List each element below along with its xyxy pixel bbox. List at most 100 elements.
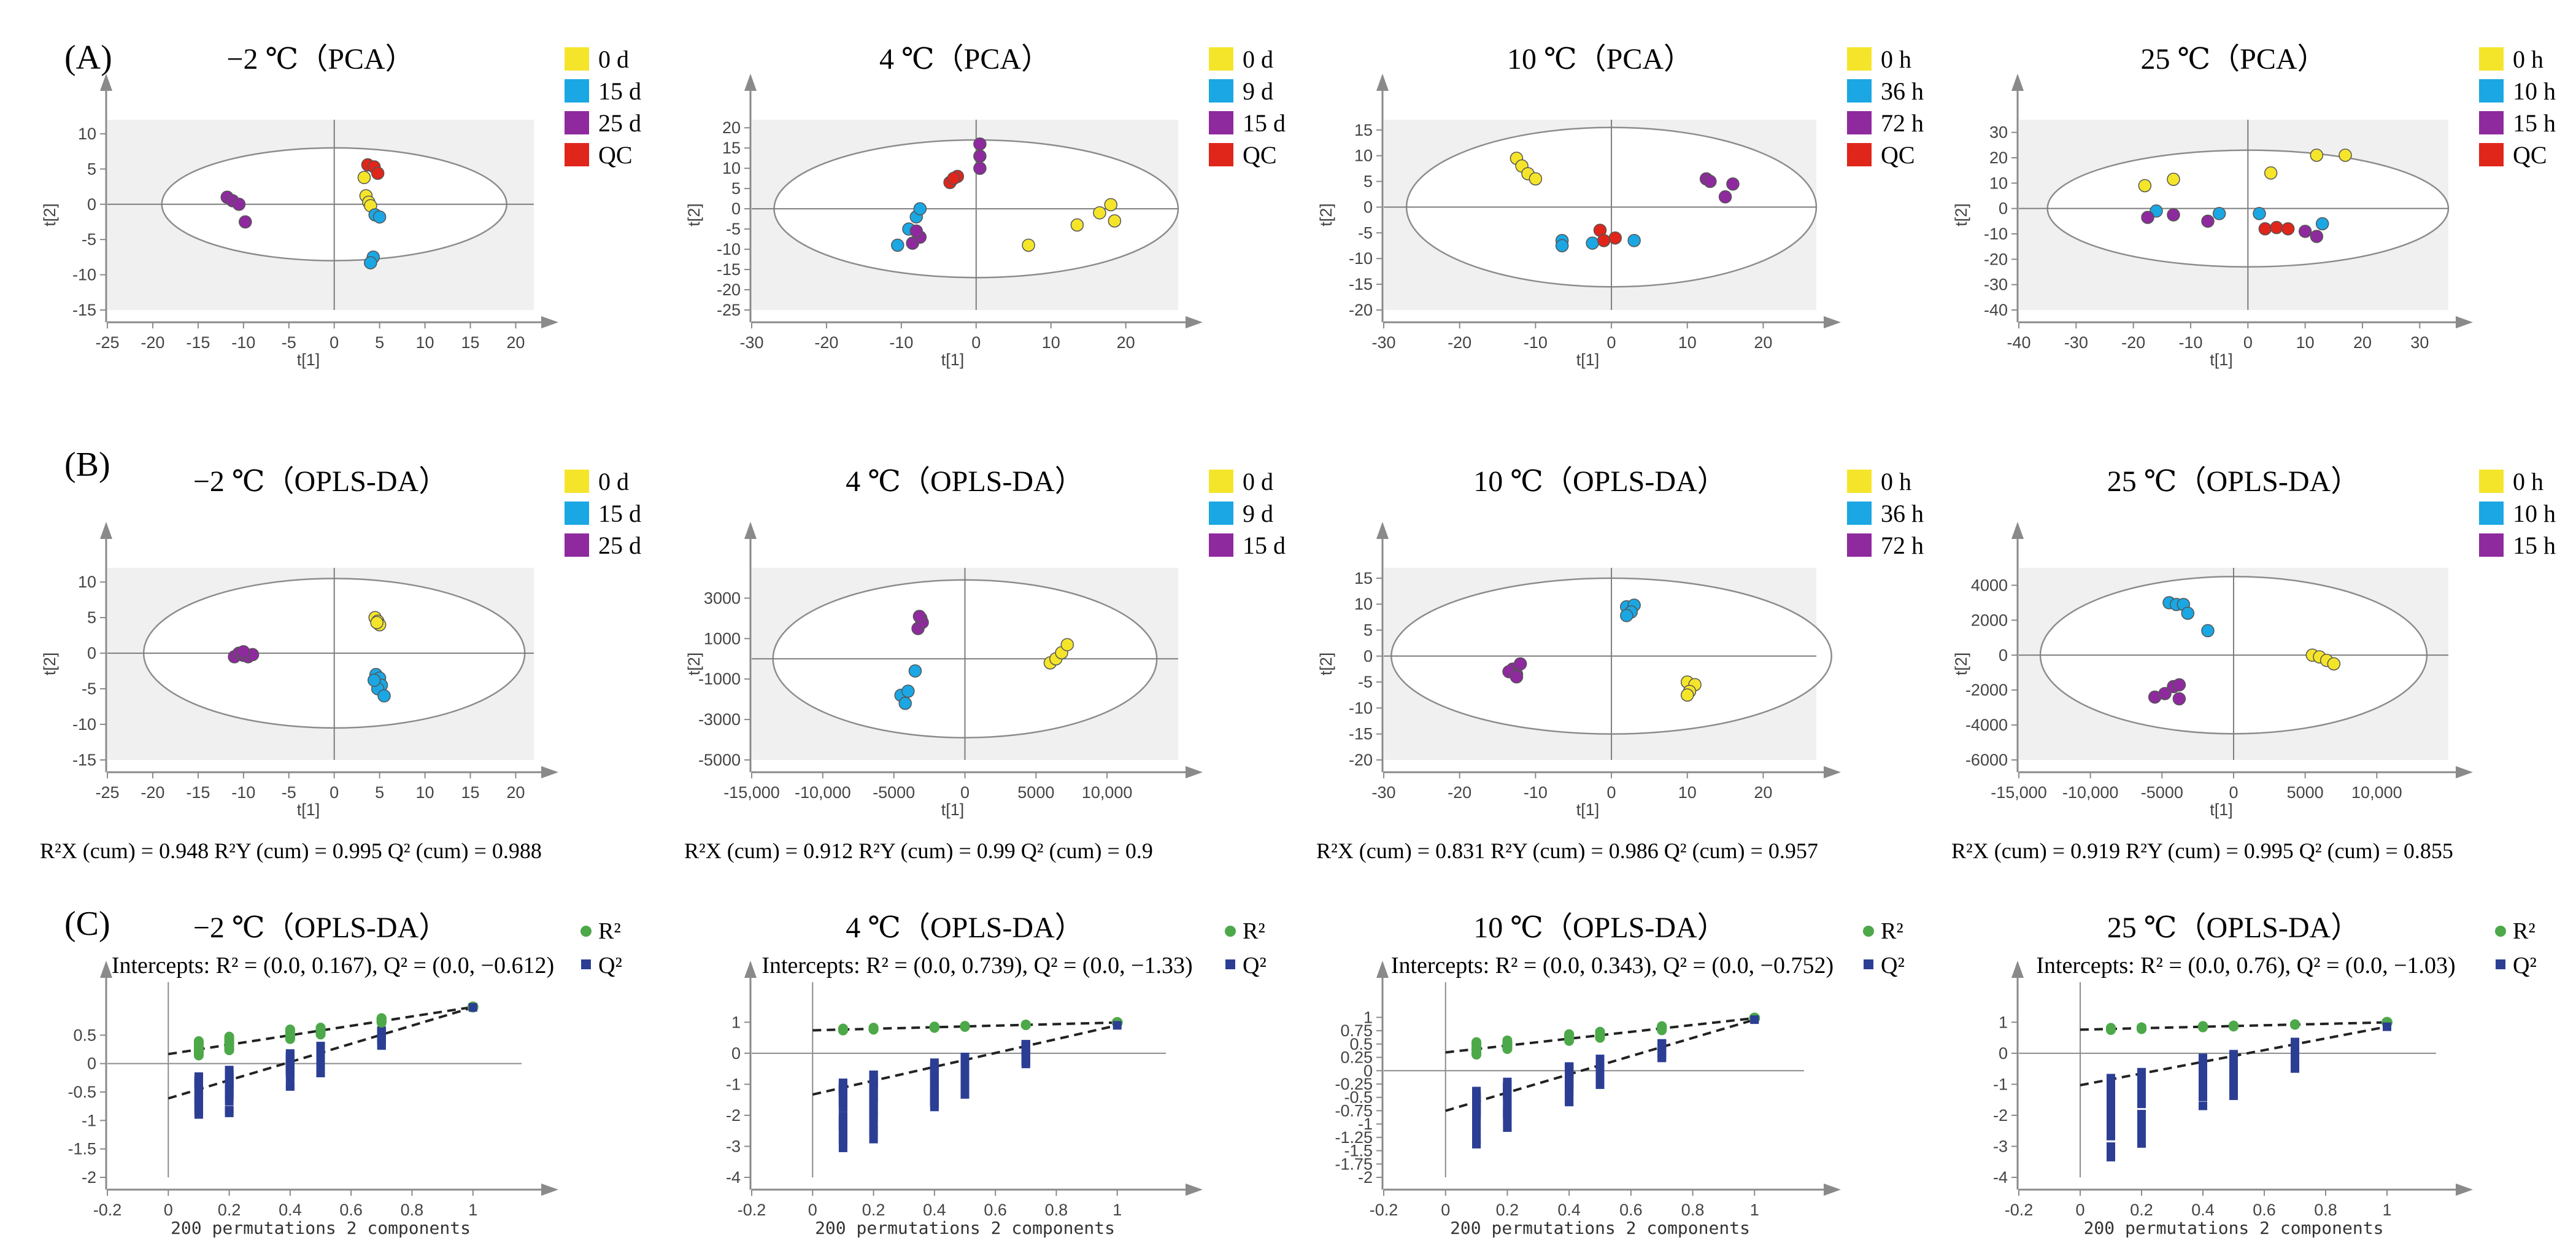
data-point-yellow xyxy=(1104,198,1118,212)
y-axis-arrow-icon xyxy=(744,74,757,91)
legend-label: 0 h xyxy=(1881,45,1911,73)
y-tick-label: -6000 xyxy=(1965,751,2008,769)
q2-point xyxy=(838,1113,847,1122)
legend-swatch xyxy=(565,470,589,493)
x-tick-label: -10 xyxy=(231,333,255,352)
x-tick-label: 0.6 xyxy=(339,1201,363,1219)
legend-label: 15 d xyxy=(598,77,641,105)
q2-point xyxy=(2291,1053,2299,1062)
q2-point xyxy=(1021,1042,1030,1051)
y-tick-label: 5 xyxy=(87,608,96,627)
data-point-blue xyxy=(2201,624,2215,638)
legend-label: QC xyxy=(598,141,633,169)
x-tick-label: 5000 xyxy=(1017,783,1054,802)
chart-c-3: 10 ℃（OPLS-DA）-0.2 0 0.2 0.4 0.6 0.8 1-2-1.75-1… xyxy=(1335,912,1904,1238)
y-tick-label: -10 xyxy=(717,240,741,258)
q2-point xyxy=(930,1084,939,1093)
intercepts-text: Intercepts: R² = (0.0, 0.739), Q² = (0.0… xyxy=(762,953,1192,978)
q2-point xyxy=(869,1102,878,1112)
chart-title: 4 ℃（OPLS-DA） xyxy=(846,465,1084,498)
y-tick-label: 0 xyxy=(1363,647,1373,665)
r2-point xyxy=(2137,1023,2146,1034)
y-tick-label: -1000 xyxy=(698,670,741,688)
legend-label: 15 d xyxy=(1243,109,1286,137)
y-tick-label: -0.5 xyxy=(67,1083,96,1101)
y-tick-label: 10 xyxy=(78,125,96,143)
y-axis-arrow-icon xyxy=(744,961,757,978)
y-tick-label: -2 xyxy=(1993,1106,2008,1125)
q2-point xyxy=(2107,1152,2115,1161)
x-tick-label: -20 xyxy=(1448,333,1471,352)
legend-swatch xyxy=(1209,502,1233,525)
r2-point xyxy=(2290,1020,2300,1030)
q2-point xyxy=(838,1137,847,1147)
y-tick-label: -15 xyxy=(72,751,96,769)
y-tick-label: 10 xyxy=(1354,147,1373,165)
x-tick-label: 15 xyxy=(461,783,479,802)
legend-swatch xyxy=(1209,47,1233,71)
y-axis-label: t[2] xyxy=(685,203,703,227)
x-tick-label: 10 xyxy=(416,783,434,802)
q2-point xyxy=(2229,1059,2238,1069)
y-tick-label: -30 xyxy=(1984,276,2008,294)
q2-point xyxy=(2291,1060,2299,1069)
x-tick-label: 0 xyxy=(1607,783,1616,802)
chart-title: 25 ℃（OPLS-DA） xyxy=(2107,465,2360,498)
data-point-blue xyxy=(377,689,391,703)
data-point-red xyxy=(371,166,385,180)
legend-q2-label: Q² xyxy=(1881,953,1905,978)
y-tick-label: -10 xyxy=(1349,249,1373,268)
x-tick-label: 1 xyxy=(468,1201,477,1219)
data-point-blue xyxy=(1627,234,1641,247)
x-tick-label: 0.8 xyxy=(1681,1201,1705,1219)
x-tick-label: 0 xyxy=(971,333,981,352)
y-tick-label: 0 xyxy=(1363,1061,1373,1080)
x-tick-label: 0.6 xyxy=(1619,1201,1643,1219)
x-axis-label: t[1] xyxy=(2210,351,2233,369)
data-point-purple xyxy=(2141,211,2154,224)
q2-point xyxy=(225,1107,234,1116)
y-tick-label: -5 xyxy=(1358,673,1373,691)
legend-r2-marker xyxy=(1225,926,1236,937)
chart-title: −2 ℃（PCA） xyxy=(226,43,414,76)
x-axis-label: 200 permutations 2 components xyxy=(815,1218,1115,1238)
y-axis-label: t[2] xyxy=(1317,653,1335,676)
data-point-blue xyxy=(367,673,381,687)
x-tick-label: -15,000 xyxy=(723,783,780,802)
q2-point xyxy=(930,1063,939,1072)
y-axis-arrow-icon xyxy=(100,522,112,539)
x-tick-label: 20 xyxy=(1117,333,1135,352)
legend-label: 25 d xyxy=(598,109,641,137)
y-tick-label: -0.25 xyxy=(1335,1075,1373,1093)
y-tick-label: 30 xyxy=(1989,123,2008,142)
data-point-purple xyxy=(232,198,246,211)
y-tick-label: 20 xyxy=(722,118,741,137)
x-tick-label: 10 xyxy=(2296,333,2315,352)
legend-label: 15 d xyxy=(1243,532,1286,559)
r2-point xyxy=(1564,1033,1575,1044)
data-point-red xyxy=(2281,222,2295,236)
y-tick-label: -15 xyxy=(1349,275,1373,293)
intercepts-text: Intercepts: R² = (0.0, 0.76), Q² = (0.0,… xyxy=(2036,953,2455,978)
data-point-purple xyxy=(973,149,987,163)
x-tick-label: 5000 xyxy=(2287,783,2324,802)
q2-point xyxy=(1472,1137,1481,1146)
y-axis-label: t[2] xyxy=(40,653,59,676)
q2-point xyxy=(1472,1091,1481,1100)
y-tick-label: 0.25 xyxy=(1340,1048,1373,1067)
x-axis-label: t[1] xyxy=(2210,800,2233,819)
chart-c-1: −2 ℃（OPLS-DA） -0.2 0 0.2 0.4 0.6 0.8 1 -2 -1.5 -1 -… xyxy=(67,912,622,1238)
q2-point xyxy=(2199,1058,2207,1067)
data-point-red xyxy=(947,171,960,185)
legend-label: QC xyxy=(1243,141,1277,169)
y-tick-label: -10 xyxy=(72,266,96,284)
data-point-purple xyxy=(973,161,987,175)
data-point-blue xyxy=(1555,239,1569,253)
x-tick-label: 0.8 xyxy=(1045,1201,1068,1219)
x-tick-label: -5 xyxy=(282,333,296,352)
y-tick-label: -1 xyxy=(82,1111,96,1129)
chart-b-4: 25 ℃（OPLS-DA） -15,000 -10,000 -5000 0 5000 10,… xyxy=(1951,465,2556,863)
data-point-blue xyxy=(2212,207,2226,220)
legend-label: 0 d xyxy=(1243,45,1273,73)
r2-point xyxy=(868,1023,879,1033)
